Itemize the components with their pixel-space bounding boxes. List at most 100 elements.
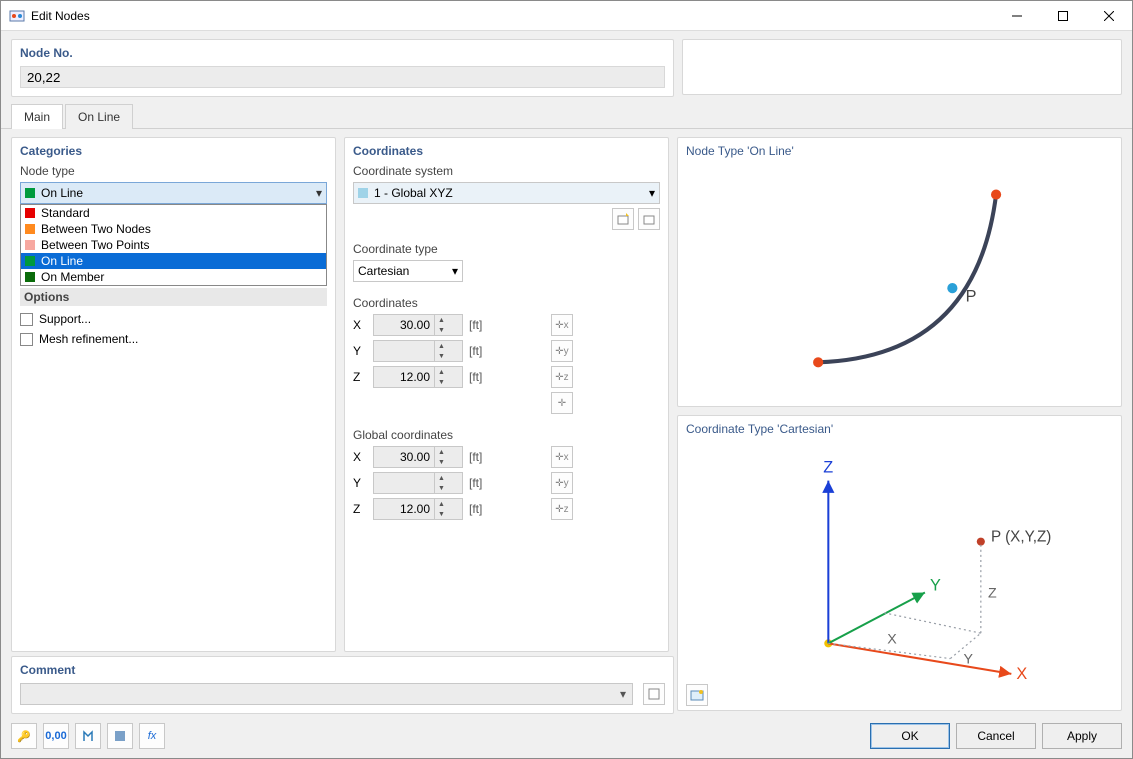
coord-system-label: Coordinate system [353, 164, 660, 178]
unit-label: [ft] [469, 318, 493, 332]
preview-node-type: Node Type 'On Line' P [677, 137, 1122, 407]
spin-up-icon[interactable]: ▲ [434, 367, 448, 377]
pick-z-button[interactable]: ✛z [551, 366, 573, 388]
node-type-option-between-nodes[interactable]: Between Two Nodes [21, 221, 326, 237]
chevron-down-icon: ▾ [649, 186, 655, 200]
svg-text:Z: Z [823, 459, 833, 477]
swatch-icon [25, 256, 35, 266]
tab-on-line[interactable]: On Line [65, 104, 133, 129]
coord-type-combo[interactable]: Cartesian ▾ [353, 260, 463, 282]
fx-button[interactable]: fx [139, 723, 165, 749]
chevron-down-icon: ▾ [316, 186, 322, 200]
node-type-value: On Line [41, 186, 316, 200]
spin-down-icon[interactable]: ▼ [434, 457, 448, 467]
swatch-icon [25, 224, 35, 234]
bottom-bar: 🔑 0,00 fx OK Cancel Apply [1, 714, 1132, 758]
spin-up-icon[interactable]: ▲ [434, 447, 448, 457]
preview-title-1: Node Type 'On Line' [686, 144, 1113, 158]
node-type-option-standard[interactable]: Standard [21, 205, 326, 221]
node-no-input[interactable] [20, 66, 665, 88]
pick-y-button[interactable]: ✛y [551, 340, 573, 362]
close-button[interactable] [1086, 1, 1132, 31]
coord-x-input[interactable]: ▲▼ [373, 314, 463, 336]
swatch-icon [25, 240, 35, 250]
spin-up-icon[interactable]: ▲ [434, 341, 448, 351]
support-check-row[interactable]: Support... [20, 312, 327, 326]
spin-up-icon[interactable]: ▲ [434, 499, 448, 509]
mesh-label: Mesh refinement... [39, 332, 138, 346]
unit-label: [ft] [469, 476, 493, 490]
app-icon [9, 8, 25, 24]
cs-edit-button[interactable] [638, 208, 660, 230]
option-label: Standard [41, 206, 90, 220]
categories-title: Categories [20, 144, 327, 158]
node-type-option-on-member[interactable]: On Member [21, 269, 326, 285]
pick-all-button[interactable]: ✛ [551, 392, 573, 414]
spin-down-icon[interactable]: ▼ [434, 483, 448, 493]
view-button[interactable] [75, 723, 101, 749]
cancel-button[interactable]: Cancel [956, 723, 1036, 749]
pick-gy-button[interactable]: ✛y [551, 472, 573, 494]
maximize-button[interactable] [1040, 1, 1086, 31]
global-coords-label: Global coordinates [353, 428, 660, 442]
coord-y-input[interactable]: ▲▼ [373, 340, 463, 362]
global-row-x: X ▲▼ [ft] ✛x [353, 446, 660, 468]
coord-row-x: X ▲▼ [ft] ✛x [353, 314, 660, 336]
tabs: Main On Line [1, 103, 1132, 129]
preview-title-2: Coordinate Type 'Cartesian' [686, 422, 1113, 436]
preview-refresh-button[interactable] [686, 684, 708, 706]
pick-gx-button[interactable]: ✛x [551, 446, 573, 468]
spin-up-icon[interactable]: ▲ [434, 315, 448, 325]
global-x-input[interactable]: ▲▼ [373, 446, 463, 468]
axis-label: X [353, 450, 367, 464]
option-label: On Member [41, 270, 104, 284]
help-button[interactable]: 🔑 [11, 723, 37, 749]
chevron-down-icon: ▾ [614, 687, 632, 701]
node-type-combo[interactable]: On Line ▾ [20, 182, 327, 204]
window-title: Edit Nodes [31, 9, 90, 23]
units-button[interactable]: 0,00 [43, 723, 69, 749]
swatch-icon [25, 272, 35, 282]
support-label: Support... [39, 312, 91, 326]
node-type-label: Node type [20, 164, 327, 178]
coord-z-input[interactable]: ▲▼ [373, 366, 463, 388]
comment-panel: Comment ▾ [11, 656, 674, 714]
coord-system-combo[interactable]: 1 - Global XYZ ▾ [353, 182, 660, 204]
node-type-option-between-points[interactable]: Between Two Points [21, 237, 326, 253]
pick-gz-button[interactable]: ✛z [551, 498, 573, 520]
comment-pick-button[interactable] [643, 683, 665, 705]
options-header: Options [20, 288, 327, 306]
comment-label: Comment [20, 663, 665, 677]
mesh-checkbox[interactable] [20, 333, 33, 346]
tab-main[interactable]: Main [11, 104, 63, 129]
spin-down-icon[interactable]: ▼ [434, 377, 448, 387]
apply-button[interactable]: Apply [1042, 723, 1122, 749]
node-no-label: Node No. [20, 46, 665, 60]
render-button[interactable] [107, 723, 133, 749]
option-label: Between Two Points [41, 238, 150, 252]
titlebar: Edit Nodes [1, 1, 1132, 31]
coords-sub-label: Coordinates [353, 296, 660, 310]
unit-label: [ft] [469, 502, 493, 516]
axis-label: Z [353, 502, 367, 516]
spin-up-icon[interactable]: ▲ [434, 473, 448, 483]
svg-text:Y: Y [930, 576, 941, 594]
axis-label: X [353, 318, 367, 332]
coordinates-title: Coordinates [353, 144, 660, 158]
minimize-button[interactable] [994, 1, 1040, 31]
pick-x-button[interactable]: ✛x [551, 314, 573, 336]
spin-down-icon[interactable]: ▼ [434, 509, 448, 519]
ok-button[interactable]: OK [870, 723, 950, 749]
axis-label: Z [353, 370, 367, 384]
node-type-option-on-line[interactable]: On Line [21, 253, 326, 269]
mesh-check-row[interactable]: Mesh refinement... [20, 332, 327, 346]
global-y-input[interactable]: ▲▼ [373, 472, 463, 494]
comment-combo[interactable]: ▾ [20, 683, 633, 705]
spin-down-icon[interactable]: ▼ [434, 325, 448, 335]
chevron-down-icon: ▾ [452, 264, 458, 278]
global-z-input[interactable]: ▲▼ [373, 498, 463, 520]
spin-down-icon[interactable]: ▼ [434, 351, 448, 361]
support-checkbox[interactable] [20, 313, 33, 326]
cs-new-button[interactable] [612, 208, 634, 230]
coord-row-z: Z ▲▼ [ft] ✛z [353, 366, 660, 388]
